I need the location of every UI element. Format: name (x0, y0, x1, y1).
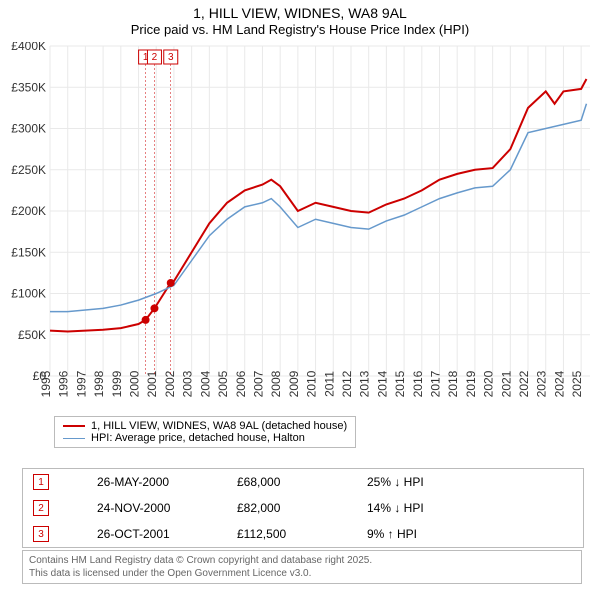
transaction-date: 26-OCT-2001 (97, 527, 237, 541)
svg-text:1998: 1998 (92, 370, 106, 397)
svg-text:2017: 2017 (429, 370, 443, 397)
svg-text:2025: 2025 (570, 370, 584, 397)
svg-text:2024: 2024 (552, 370, 566, 397)
transactions-table: 1 26-MAY-2000£68,00025% ↓ HPI 2 24-NOV-2000… (22, 468, 584, 548)
svg-text:2009: 2009 (287, 370, 301, 397)
svg-text:2016: 2016 (411, 370, 425, 397)
legend-label-blue: HPI: Average price, detached house, Halt… (91, 432, 305, 444)
svg-text:2018: 2018 (446, 370, 460, 397)
svg-text:2: 2 (152, 52, 158, 63)
svg-text:2002: 2002 (163, 370, 177, 397)
footer-line-1: Contains HM Land Registry data © Crown c… (29, 554, 575, 567)
svg-text:£50K: £50K (18, 328, 46, 342)
legend-item-blue: HPI: Average price, detached house, Halt… (63, 432, 347, 444)
svg-text:1999: 1999 (110, 370, 124, 397)
legend-swatch-blue (63, 438, 85, 439)
svg-text:2022: 2022 (517, 370, 531, 397)
svg-text:£100K: £100K (11, 287, 46, 301)
svg-text:2008: 2008 (269, 370, 283, 397)
chart-title: 1, HILL VIEW, WIDNES, WA8 9AL (0, 0, 600, 22)
svg-text:2012: 2012 (340, 370, 354, 397)
svg-text:2006: 2006 (234, 370, 248, 397)
svg-text:2023: 2023 (535, 370, 549, 397)
svg-text:2019: 2019 (464, 370, 478, 397)
svg-text:2013: 2013 (358, 370, 372, 397)
svg-text:2000: 2000 (128, 370, 142, 397)
svg-text:£350K: £350K (11, 80, 46, 94)
svg-text:£150K: £150K (11, 245, 46, 259)
svg-text:2005: 2005 (216, 370, 230, 397)
svg-text:2003: 2003 (181, 370, 195, 397)
transaction-row: 2 24-NOV-2000£82,00014% ↓ HPI (23, 495, 583, 521)
svg-text:£200K: £200K (11, 204, 46, 218)
svg-text:2001: 2001 (145, 370, 159, 397)
transaction-row: 1 26-MAY-2000£68,00025% ↓ HPI (23, 469, 583, 495)
chart-container: 1, HILL VIEW, WIDNES, WA8 9AL Price paid… (0, 0, 600, 590)
legend-swatch-red (63, 425, 85, 427)
transaction-delta: 9% ↑ HPI (367, 527, 477, 541)
svg-text:£250K: £250K (11, 163, 46, 177)
svg-text:2014: 2014 (375, 370, 389, 397)
transaction-price: £82,000 (237, 501, 367, 515)
legend-item-red: 1, HILL VIEW, WIDNES, WA8 9AL (detached … (63, 420, 347, 432)
svg-text:2011: 2011 (322, 371, 336, 397)
legend: 1, HILL VIEW, WIDNES, WA8 9AL (detached … (54, 416, 356, 448)
transaction-row: 3 26-OCT-2001£112,5009% ↑ HPI (23, 521, 583, 547)
svg-text:2007: 2007 (251, 370, 265, 397)
footer: Contains HM Land Registry data © Crown c… (22, 550, 582, 584)
footer-line-2: This data is licensed under the Open Gov… (29, 567, 575, 580)
svg-text:2021: 2021 (499, 370, 513, 397)
svg-text:1997: 1997 (74, 370, 88, 397)
svg-text:2020: 2020 (482, 370, 496, 397)
svg-text:2004: 2004 (198, 370, 212, 397)
svg-text:£400K: £400K (11, 42, 46, 53)
chart-plot: £0£50K£100K£150K£200K£250K£300K£350K£400… (0, 42, 600, 410)
legend-label-red: 1, HILL VIEW, WIDNES, WA8 9AL (detached … (91, 420, 347, 432)
svg-text:2010: 2010 (305, 370, 319, 397)
svg-text:1995: 1995 (39, 370, 53, 397)
svg-text:2015: 2015 (393, 370, 407, 397)
svg-text:£300K: £300K (11, 122, 46, 136)
transaction-index-box: 2 (33, 500, 49, 516)
svg-text:3: 3 (168, 52, 174, 63)
transaction-delta: 25% ↓ HPI (367, 475, 477, 489)
transaction-date: 24-NOV-2000 (97, 501, 237, 515)
transaction-price: £68,000 (237, 475, 367, 489)
transaction-date: 26-MAY-2000 (97, 475, 237, 489)
chart-subtitle: Price paid vs. HM Land Registry's House … (0, 22, 600, 37)
transaction-price: £112,500 (237, 527, 367, 541)
transaction-index-box: 3 (33, 526, 49, 542)
svg-text:1996: 1996 (57, 370, 71, 397)
transaction-delta: 14% ↓ HPI (367, 501, 477, 515)
transaction-index-box: 1 (33, 474, 49, 490)
